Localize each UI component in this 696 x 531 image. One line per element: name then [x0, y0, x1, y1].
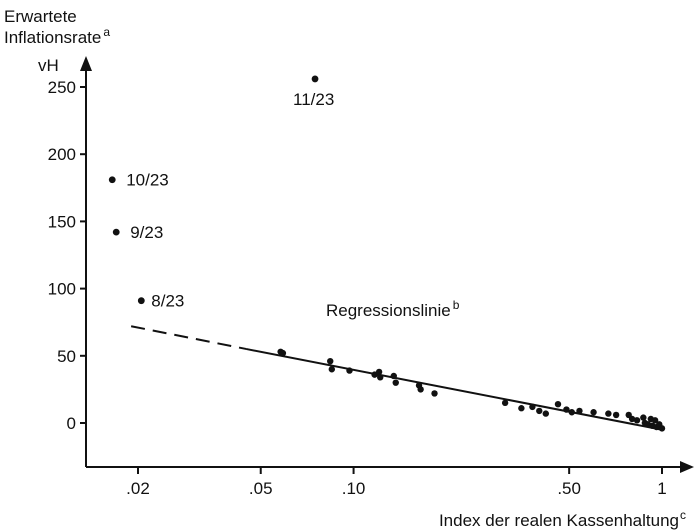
data-point — [542, 410, 550, 417]
data-point — [658, 425, 666, 432]
x-tick-label: 1 — [657, 479, 666, 498]
x-axis-title-superscript: c — [680, 508, 686, 522]
labeled-data-point — [108, 176, 116, 184]
y-tick-label: 100 — [48, 280, 76, 299]
labeled-data-point — [112, 228, 120, 236]
data-point — [501, 399, 509, 407]
data-point — [328, 366, 336, 373]
labeled-data-point — [137, 297, 145, 305]
data-point — [628, 415, 636, 423]
y-axis-title-superscript: a — [103, 25, 110, 39]
data-point — [590, 409, 597, 416]
data-point — [576, 407, 583, 415]
data-point — [431, 390, 438, 397]
data-point — [375, 368, 383, 376]
y-axis-title-line-1: Erwartete — [4, 7, 77, 26]
data-point — [377, 374, 384, 381]
regression-line-dashed — [130, 325, 247, 351]
y-tick-label: 50 — [57, 347, 76, 366]
data-point — [529, 403, 536, 411]
regression-label: Regressionslinie b — [326, 298, 460, 320]
x-tick-label: .50 — [557, 479, 581, 498]
data-point — [392, 379, 399, 386]
x-axis-title: Index der realen Kassenhaltungc — [439, 508, 686, 530]
x-tick-label: .05 — [249, 479, 273, 498]
data-point — [417, 386, 424, 393]
y-tick-label: 0 — [67, 414, 76, 433]
data-point — [563, 406, 570, 413]
point-label: 11/23 — [293, 90, 334, 109]
regression-line — [130, 325, 663, 431]
data-point — [327, 357, 334, 365]
chart-text: 0 50 100 150 200 250 .02 .05 .10 .50 1 ErwarteteInf… — [4, 7, 686, 530]
data-point — [612, 411, 620, 419]
point-label: 8/23 — [151, 292, 184, 311]
regression-label-superscript: b — [453, 298, 460, 312]
data-point — [518, 405, 525, 412]
y-tick-label: 150 — [48, 212, 76, 231]
data-points — [108, 75, 666, 432]
data-point — [640, 414, 647, 421]
y-axis-title-line-2: Inflationsrate a — [4, 25, 110, 47]
regression-line-solid — [246, 348, 663, 431]
data-point — [536, 407, 543, 415]
y-tick-label: 250 — [48, 78, 76, 97]
data-point — [605, 410, 612, 417]
data-point — [568, 409, 576, 416]
axis-ticks — [80, 86, 663, 474]
data-point — [346, 367, 353, 374]
x-axis-arrowhead — [680, 461, 694, 473]
data-point — [554, 400, 562, 408]
labeled-data-point — [311, 75, 319, 83]
data-point — [279, 349, 287, 357]
data-point — [633, 417, 641, 424]
data-point — [390, 372, 397, 380]
y-axis-unit: vH — [38, 56, 59, 75]
data-point — [651, 417, 659, 424]
point-label: 9/23 — [130, 223, 163, 242]
x-tick-label: .02 — [126, 479, 150, 498]
axes — [80, 56, 694, 473]
point-label: 10/23 — [126, 171, 169, 190]
x-tick-label: .10 — [342, 479, 366, 498]
y-tick-label: 200 — [48, 145, 76, 164]
y-axis-arrowhead — [80, 56, 92, 71]
